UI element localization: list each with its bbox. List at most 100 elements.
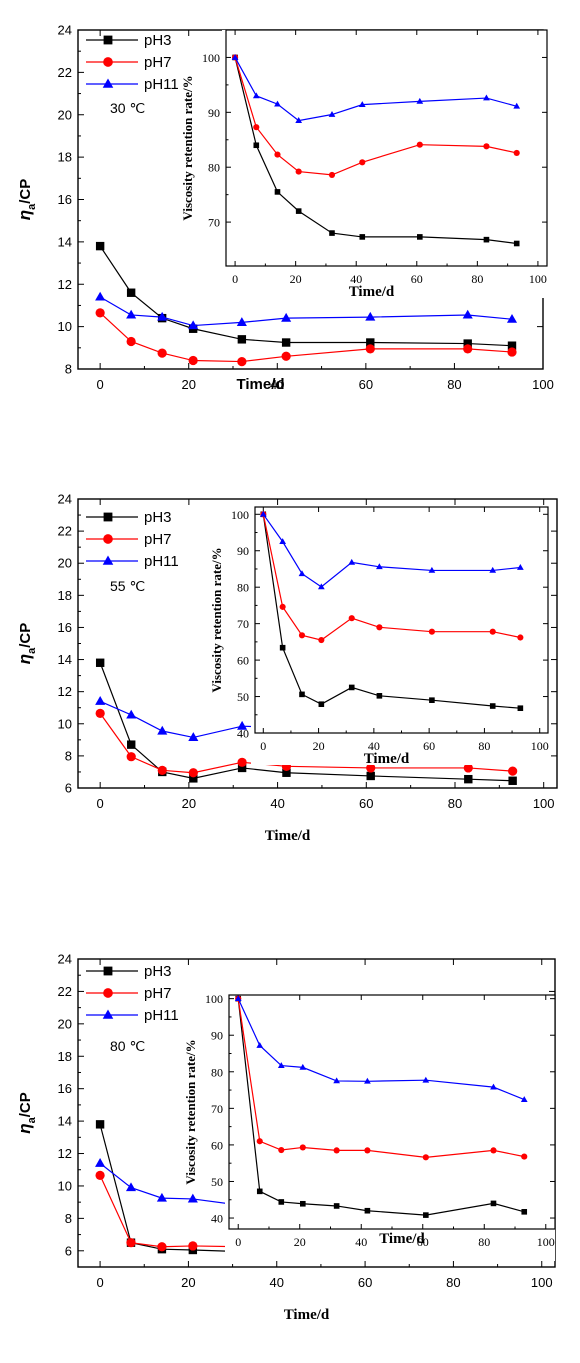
legend-marker [102, 78, 114, 88]
inset-point-ph11 [317, 583, 325, 590]
main-point-ph11 [237, 720, 248, 730]
legend-label: pH11 [144, 76, 179, 93]
main-series-ph11 [95, 291, 518, 330]
y-axis-subscript: a [26, 647, 38, 654]
main-x-tick-label: 60 [359, 796, 373, 811]
main-y-tick-label: 22 [58, 524, 72, 539]
inset-x-tick-label: 80 [478, 739, 490, 753]
inset-point-ph7 [359, 159, 366, 166]
main-point-ph7 [188, 1241, 198, 1251]
inset-y-tick-label: 80 [211, 1065, 223, 1079]
inset-point-ph3 [256, 1188, 263, 1195]
main-point-ph7 [157, 1242, 167, 1252]
inset-y-tick-label: 70 [237, 617, 249, 631]
main-y-tick-label: 12 [58, 277, 72, 292]
inset-point-ph3 [278, 1199, 285, 1205]
main-y-tick-label: 8 [65, 1211, 72, 1226]
legend: pH3 pH7 pH11 [86, 963, 179, 1024]
inset-point-ph11 [376, 563, 383, 570]
legend-label: pH7 [144, 531, 172, 548]
inset-x-tick-label: 0 [235, 1235, 241, 1249]
main-point-ph11 [95, 1158, 106, 1167]
main-y-tick-label: 24 [58, 23, 72, 38]
temperature-annotation: 30 ℃ [110, 100, 145, 116]
main-y-tick-label: 18 [58, 150, 72, 165]
inset-point-ph7 [328, 171, 336, 178]
main-point-ph7 [507, 347, 517, 357]
main-x-tick-label: 80 [448, 796, 462, 811]
main-point-ph11 [157, 311, 168, 321]
main-y-tick-label: 20 [58, 107, 72, 122]
inset-x-tick-label: 60 [411, 272, 423, 286]
main-y-tick-label: 22 [58, 984, 72, 999]
inset-point-ph11 [295, 117, 303, 123]
inset-point-ph7 [333, 1147, 340, 1154]
y-axis-eta: η [15, 654, 34, 664]
y-axis-title: ηa/CP [15, 179, 38, 221]
inset-x-tick-label: 100 [531, 739, 549, 753]
inset-x-tick-label: 100 [529, 272, 547, 286]
main-point-ph7 [365, 344, 375, 354]
inset-point-ph3 [279, 644, 286, 651]
main-y-tick-label: 18 [58, 588, 72, 603]
inset-point-ph7 [489, 628, 496, 635]
main-y-tick-label: 6 [65, 781, 72, 796]
inset-point-ph7 [364, 1147, 371, 1154]
inset-point-ph11 [299, 1063, 307, 1070]
legend: pH3 pH7 pH11 [86, 32, 179, 93]
inset-point-ph11 [298, 570, 306, 577]
inset-x-tick-label: 20 [313, 739, 325, 753]
inset-point-ph11 [428, 566, 436, 573]
legend-label: pH11 [144, 1007, 179, 1024]
main-y-tick-label: 22 [58, 65, 72, 80]
inset-point-ph7 [517, 634, 524, 641]
main-point-ph11 [506, 313, 518, 323]
inset-point-ph3 [329, 230, 335, 236]
inset-point-ph7 [490, 1147, 497, 1154]
main-y-tick-label: 24 [58, 952, 72, 967]
x-axis-title: Time/d [236, 376, 284, 393]
inset-series-ph7 [260, 511, 524, 644]
legend-label: pH3 [144, 963, 172, 980]
inset-point-ph7 [295, 168, 302, 175]
main-point-ph3 [282, 768, 291, 777]
inset-point-ph3 [295, 208, 302, 214]
y-axis-unit: /CP [17, 623, 34, 648]
inset-point-ph3 [300, 1200, 306, 1207]
main-x-tick-label: 60 [358, 1275, 372, 1290]
main-x-tick-label: 100 [532, 377, 554, 392]
main-y-tick-label: 10 [58, 319, 72, 334]
inset-x-axis-title: Time/d [379, 1231, 425, 1247]
main-point-ph7 [463, 763, 473, 773]
inset-x-tick-label: 20 [294, 1235, 306, 1249]
x-axis-title: Time/d [284, 1307, 330, 1323]
inset-point-ph3 [417, 234, 423, 240]
inset-y-axis-title: Viscosity retention rate/% [183, 1039, 198, 1184]
main-point-ph3 [281, 338, 291, 347]
inset-point-ph7 [376, 624, 383, 631]
inset-point-ph3 [376, 693, 383, 699]
y-axis-subscript: a [26, 1116, 38, 1123]
main-x-tick-label: 80 [447, 377, 461, 392]
inset-point-ph7 [348, 615, 355, 622]
inset-point-ph11 [416, 97, 424, 104]
main-y-tick-label: 14 [58, 652, 72, 667]
main-point-ph7 [281, 351, 291, 361]
main-point-ph3 [126, 288, 136, 297]
inset-x-tick-label: 0 [260, 739, 266, 753]
inset-y-tick-label: 80 [208, 161, 220, 175]
inset-point-ph3 [348, 684, 355, 691]
inset-point-ph7 [253, 124, 260, 131]
inset-y-tick-label: 50 [237, 690, 249, 704]
inset-point-ph7 [299, 1144, 306, 1151]
main-point-ph11 [157, 725, 168, 735]
main-point-ph3 [463, 339, 472, 348]
inset-point-ph7 [298, 632, 306, 639]
main-point-ph7 [95, 708, 105, 718]
inset-x-tick-label: 40 [350, 272, 362, 286]
legend-label: pH7 [144, 54, 172, 71]
main-point-ph11 [188, 732, 199, 741]
inset-point-ph3 [513, 240, 520, 247]
temperature-annotation: 55 ℃ [110, 578, 145, 594]
inset-y-axis-title: Viscosity retention rate/% [180, 75, 195, 220]
